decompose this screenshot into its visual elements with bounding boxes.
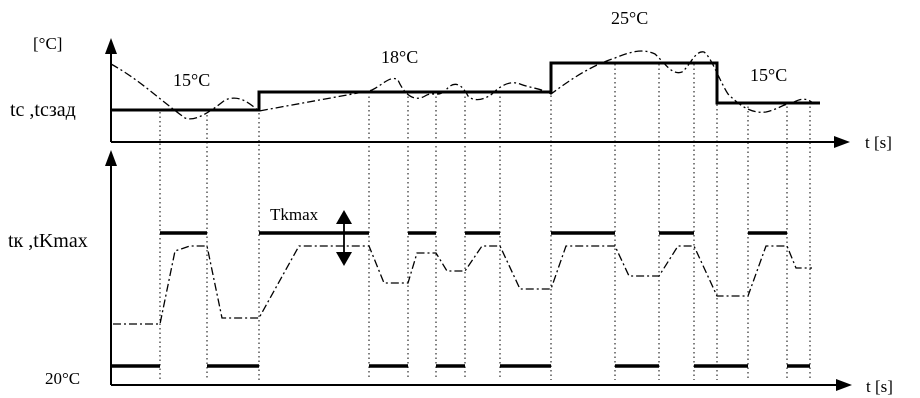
- setpoint-label-1: 15°C: [173, 70, 210, 90]
- bottom-x-axis-label: t [s]: [866, 377, 893, 396]
- top-y-arrowhead: [105, 38, 117, 54]
- setpoint-label-2: 18°C: [381, 47, 418, 67]
- setpoint-label-4: 15°C: [750, 65, 787, 85]
- top-y-axis-label: tc ,tcзад: [10, 99, 76, 121]
- tkmax-range-arrow: [336, 210, 352, 266]
- actual-temperature-curve: [110, 50, 815, 120]
- tkmax-label: Tkmax: [270, 205, 319, 224]
- setpoint-label-3: 25°C: [611, 8, 648, 28]
- dotted-reference-lines: [159, 64, 811, 380]
- bottom-y-arrowhead: [105, 150, 117, 166]
- setpoint-step-line: [111, 61, 820, 112]
- top-x-arrowhead: [834, 136, 850, 148]
- bottom-x-arrowhead: [836, 379, 852, 391]
- low-temperature-label: 20°C: [45, 369, 80, 388]
- top-unit-label: [°C]: [33, 34, 62, 53]
- bottom-axes: [110, 160, 840, 386]
- coolant-temperature-curve: [113, 245, 812, 325]
- top-x-axis-label: t [s]: [865, 133, 892, 152]
- bottom-y-axis-label: tк ,tKmax: [8, 230, 88, 252]
- top-axes: [110, 46, 838, 143]
